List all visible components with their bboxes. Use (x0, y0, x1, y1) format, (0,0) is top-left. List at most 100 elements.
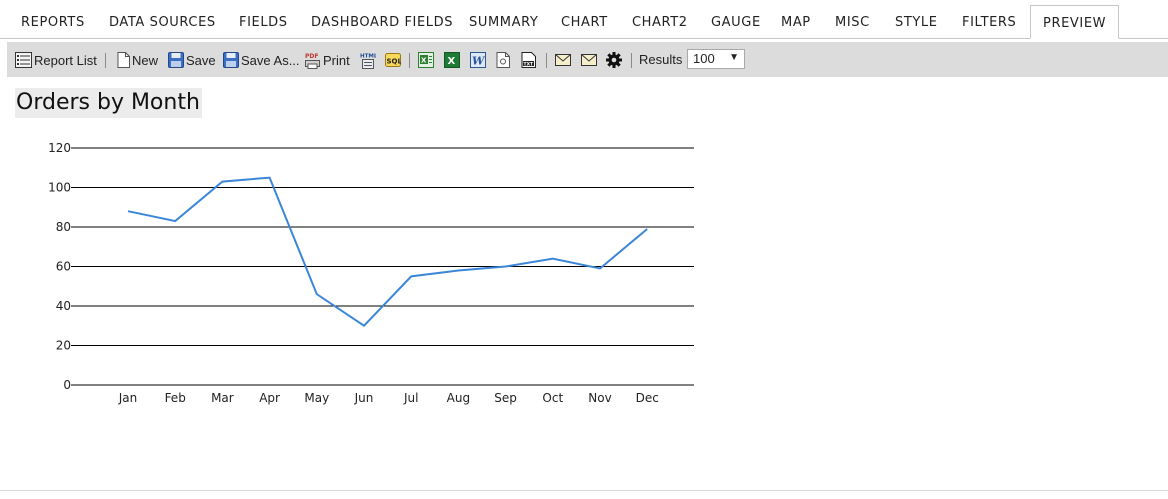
x-tick-label: Feb (165, 391, 186, 405)
report-list-button[interactable]: Report List (15, 51, 97, 69)
toolbar-separator (409, 53, 410, 68)
x-tick-label: Nov (588, 391, 611, 405)
email-attachment-button[interactable] (581, 51, 597, 69)
email-button[interactable] (555, 51, 571, 69)
x-tick-label: Mar (211, 391, 234, 405)
save-label: Save (186, 52, 216, 68)
data-point (221, 181, 223, 183)
html-export-button[interactable]: HTML (360, 51, 376, 69)
email-icon (555, 54, 571, 66)
results-label: Results (639, 52, 683, 67)
data-point (363, 325, 365, 327)
sql-button[interactable]: SQL (385, 51, 401, 69)
y-tick-label: 60 (56, 260, 71, 274)
settings-button[interactable] (606, 51, 622, 69)
xml-button[interactable] (496, 51, 510, 69)
save-button[interactable]: Save (168, 51, 216, 69)
data-point (127, 210, 129, 212)
results-select[interactable]: 100 ▼ (687, 49, 745, 69)
report-list-label: Report List (34, 52, 97, 68)
tab-bar: REPORTS DATA SOURCES FIELDS DASHBOARD FI… (0, 0, 1168, 39)
data-point (457, 269, 459, 271)
tab-chart2[interactable]: CHART2 (632, 15, 688, 30)
save-as-label: Save As... (241, 52, 300, 68)
x-tick-label: Dec (636, 391, 659, 405)
tab-summary[interactable]: SUMMARY (469, 15, 539, 30)
tab-chart[interactable]: CHART (561, 15, 608, 30)
x-tick-label: Jun (354, 391, 374, 405)
txt-icon: TXT (521, 52, 536, 68)
tab-dashboard-fields[interactable]: DASHBOARD FIELDS (311, 15, 454, 30)
data-point (316, 293, 318, 295)
settings-gear-icon (606, 52, 622, 68)
excel-button[interactable]: X (444, 51, 460, 69)
data-point (599, 267, 601, 269)
report-toolbar: Report List New Save Save As... PDF P (7, 42, 1168, 77)
html-export-icon: HTML (360, 53, 376, 69)
tab-style[interactable]: STYLE (895, 15, 938, 30)
report-title: Orders by Month (15, 88, 202, 118)
tab-map[interactable]: MAP (781, 15, 811, 30)
data-point (269, 177, 271, 179)
new-button[interactable]: New (117, 51, 158, 69)
toolbar-separator (105, 53, 106, 68)
data-point (552, 258, 554, 260)
save-as-icon (223, 52, 239, 68)
x-tick-label: Sep (494, 391, 517, 405)
tab-preview[interactable]: PREVIEW (1030, 5, 1120, 39)
svg-text:X: X (421, 57, 427, 65)
excel-export-button[interactable]: X (418, 51, 434, 69)
y-tick-label: 40 (56, 299, 71, 313)
y-tick-label: 120 (48, 141, 71, 155)
new-document-icon (117, 52, 130, 68)
data-point (505, 266, 507, 268)
sql-icon: SQL (385, 53, 402, 67)
new-label: New (132, 52, 159, 68)
footer-divider (0, 490, 1168, 491)
tab-gauge[interactable]: GAUGE (711, 15, 761, 30)
print-pdf-icon: PDF (305, 53, 320, 69)
word-icon: W (470, 52, 486, 68)
excel-export-icon: X (418, 52, 434, 68)
tab-data-sources[interactable]: DATA SOURCES (109, 15, 216, 30)
tab-filters[interactable]: FILTERS (962, 15, 1017, 30)
data-point (410, 275, 412, 277)
excel-icon: X (444, 52, 460, 68)
x-tick-label: Oct (542, 391, 563, 405)
tab-reports[interactable]: REPORTS (21, 15, 85, 30)
report-list-icon (15, 52, 32, 68)
svg-text:W: W (472, 55, 486, 68)
y-tick-label: 0 (63, 378, 71, 392)
svg-text:HTML: HTML (360, 53, 376, 59)
x-tick-label: Apr (259, 391, 280, 405)
toolbar-separator (631, 53, 632, 68)
series-line-orders (127, 176, 648, 328)
word-button[interactable]: W (470, 51, 486, 69)
xml-icon (496, 52, 510, 68)
svg-text:TXT: TXT (524, 61, 535, 67)
toolbar-separator (546, 53, 547, 68)
x-tick-label: Jan (118, 391, 138, 405)
results-select-value: 100 (693, 51, 715, 66)
y-tick-label: 20 (56, 339, 71, 353)
svg-text:SQL: SQL (387, 58, 402, 66)
save-icon (168, 52, 184, 68)
tab-fields[interactable]: FIELDS (239, 15, 288, 30)
y-tick-label: 100 (48, 181, 71, 195)
x-tick-label: Jul (403, 391, 418, 405)
tab-misc[interactable]: MISC (835, 15, 870, 30)
data-point (646, 228, 648, 230)
print-button[interactable]: PDF Print (304, 51, 350, 69)
x-tick-label: May (304, 391, 329, 405)
print-label: Print (323, 52, 350, 68)
dropdown-arrow-icon: ▼ (729, 52, 739, 63)
y-tick-label: 80 (56, 220, 71, 234)
data-point (174, 220, 176, 222)
email-attachment-icon (581, 54, 597, 66)
txt-button[interactable]: TXT (521, 51, 536, 69)
x-tick-label: Aug (447, 391, 470, 405)
svg-text:X: X (448, 56, 456, 67)
save-as-button[interactable]: Save As... (223, 51, 300, 69)
svg-text:PDF: PDF (305, 53, 318, 60)
